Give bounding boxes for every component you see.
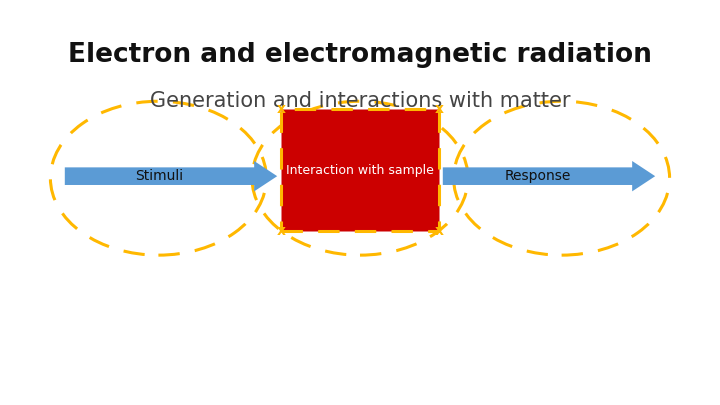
Text: Generation and interactions with matter: Generation and interactions with matter	[150, 91, 570, 111]
Text: x: x	[435, 102, 444, 116]
Text: Electron and electromagnetic radiation: Electron and electromagnetic radiation	[68, 42, 652, 68]
Polygon shape	[65, 161, 277, 192]
Text: x: x	[276, 224, 285, 238]
Text: Stimuli: Stimuli	[135, 169, 184, 183]
Text: x: x	[435, 224, 444, 238]
Text: Interaction with sample: Interaction with sample	[286, 164, 434, 177]
FancyBboxPatch shape	[281, 109, 439, 231]
Text: Response: Response	[504, 169, 571, 183]
Text: x: x	[276, 102, 285, 116]
Polygon shape	[443, 161, 655, 192]
